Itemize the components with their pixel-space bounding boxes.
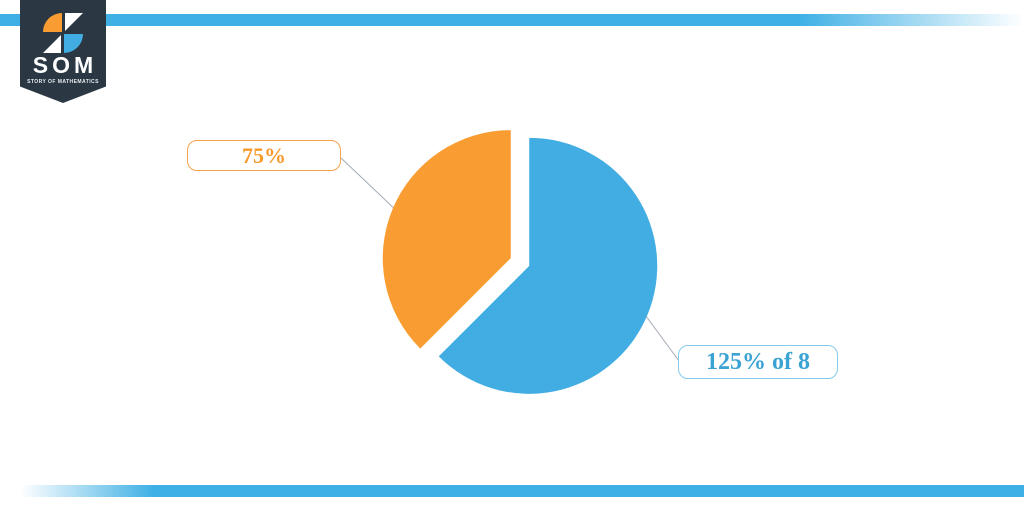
callout-label-blue: 125% of 8 (678, 345, 838, 379)
logo-banner: SOM STORY OF MATHEMATICS (20, 0, 106, 103)
logo-text: SOM (32, 52, 98, 78)
logo-triangle-bottom (43, 35, 61, 53)
som-logo-icon (43, 13, 83, 53)
callout-line-orange (340, 157, 399, 213)
top-decoration-bar (0, 14, 1024, 26)
pie-slices (382, 130, 658, 394)
callout-label-orange: 75% (187, 140, 341, 171)
callout-orange-text: 75% (242, 143, 286, 168)
pie-slice-1 (382, 130, 511, 349)
logo-triangle-top (65, 13, 83, 31)
logo-quarter-blue (64, 34, 83, 53)
logo-quarter-orange (43, 13, 62, 32)
pie-slice-0 (438, 137, 658, 394)
logo-tagline: STORY OF MATHEMATICS (27, 79, 99, 85)
callout-line-blue (642, 311, 680, 362)
callout-blue-text: 125% of 8 (706, 349, 810, 375)
bottom-decoration-bar (0, 485, 1024, 497)
